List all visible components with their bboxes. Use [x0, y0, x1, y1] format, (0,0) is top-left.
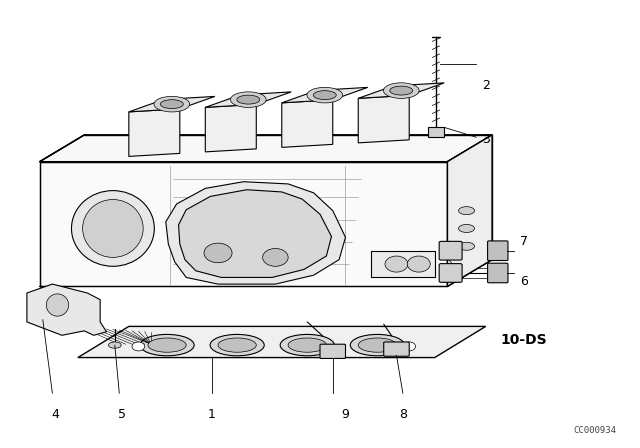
- Ellipse shape: [237, 95, 260, 104]
- Text: 10-DS: 10-DS: [500, 333, 547, 347]
- Ellipse shape: [459, 242, 474, 250]
- FancyBboxPatch shape: [428, 127, 444, 137]
- Ellipse shape: [83, 199, 143, 258]
- Ellipse shape: [140, 334, 194, 356]
- FancyBboxPatch shape: [488, 241, 508, 260]
- Ellipse shape: [307, 87, 342, 103]
- Polygon shape: [205, 92, 291, 108]
- Polygon shape: [282, 100, 333, 147]
- Polygon shape: [358, 95, 409, 143]
- Ellipse shape: [358, 338, 396, 352]
- Text: 2: 2: [482, 79, 490, 92]
- Text: 5: 5: [118, 408, 127, 421]
- Ellipse shape: [46, 294, 68, 316]
- Text: 4: 4: [52, 408, 60, 421]
- Ellipse shape: [383, 83, 419, 99]
- Polygon shape: [27, 284, 106, 335]
- Ellipse shape: [314, 90, 336, 99]
- Text: 1: 1: [208, 408, 216, 421]
- FancyBboxPatch shape: [439, 241, 462, 260]
- Ellipse shape: [280, 334, 334, 356]
- FancyBboxPatch shape: [488, 263, 508, 283]
- Text: 6: 6: [520, 276, 528, 289]
- Ellipse shape: [288, 338, 326, 352]
- Text: 7: 7: [520, 235, 528, 248]
- Ellipse shape: [350, 334, 404, 356]
- Polygon shape: [129, 109, 180, 156]
- Text: CC000934: CC000934: [573, 426, 616, 435]
- Ellipse shape: [230, 92, 266, 108]
- Polygon shape: [371, 251, 435, 277]
- Polygon shape: [358, 83, 444, 98]
- Circle shape: [204, 243, 232, 263]
- FancyBboxPatch shape: [384, 342, 409, 356]
- Polygon shape: [179, 190, 332, 277]
- Ellipse shape: [148, 338, 186, 352]
- Circle shape: [132, 342, 145, 351]
- Ellipse shape: [459, 207, 474, 215]
- Polygon shape: [166, 182, 346, 284]
- Circle shape: [403, 342, 415, 351]
- Ellipse shape: [108, 342, 121, 348]
- Polygon shape: [40, 162, 447, 286]
- Ellipse shape: [161, 100, 183, 108]
- Polygon shape: [40, 135, 492, 162]
- Polygon shape: [447, 135, 492, 286]
- Polygon shape: [282, 87, 368, 103]
- Ellipse shape: [390, 86, 413, 95]
- FancyBboxPatch shape: [439, 263, 462, 282]
- Ellipse shape: [154, 96, 189, 112]
- Circle shape: [407, 256, 430, 272]
- Polygon shape: [129, 96, 215, 112]
- Circle shape: [385, 256, 408, 272]
- Polygon shape: [205, 104, 256, 152]
- Ellipse shape: [459, 224, 474, 233]
- Polygon shape: [78, 327, 486, 358]
- Ellipse shape: [72, 190, 154, 266]
- Ellipse shape: [210, 334, 264, 356]
- Text: 3: 3: [482, 133, 490, 146]
- Circle shape: [262, 249, 288, 266]
- Ellipse shape: [218, 338, 256, 352]
- Text: 8: 8: [399, 408, 407, 421]
- Text: 9: 9: [342, 408, 349, 421]
- FancyBboxPatch shape: [320, 344, 346, 358]
